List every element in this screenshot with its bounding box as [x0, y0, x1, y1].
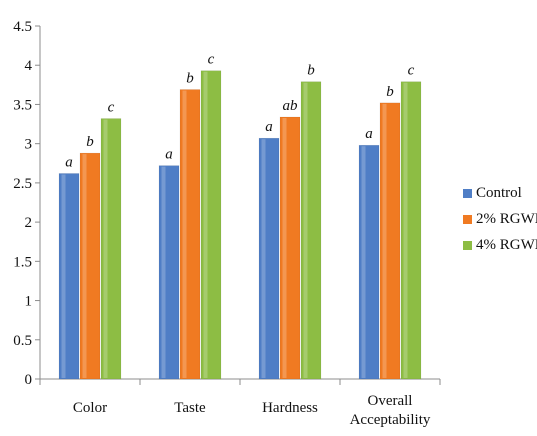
- significance-label: c: [208, 52, 215, 68]
- x-tick-label: Taste: [174, 400, 206, 416]
- y-tick-label: 4: [25, 58, 33, 74]
- bar-highlight: [83, 154, 87, 378]
- bar-highlight: [162, 167, 166, 378]
- legend-item-control: Control: [463, 180, 537, 206]
- legend-label-4pct-rgwe: 4% RGWE: [476, 237, 537, 254]
- legend-label-control: Control: [476, 185, 522, 202]
- y-tick-label: 0.5: [13, 333, 32, 349]
- bars: [59, 71, 421, 379]
- significance-label: b: [186, 71, 194, 87]
- x-tick-label: Overall Acceptability: [350, 393, 431, 428]
- bar-highlight: [383, 104, 387, 378]
- legend-item-2pct-rgwe: 2% RGWE: [463, 206, 537, 232]
- bar-highlight: [104, 120, 108, 378]
- significance-label: a: [65, 154, 73, 170]
- legend-swatch-2pct-rgwe: [463, 215, 472, 224]
- y-tick-label: 2: [25, 215, 33, 231]
- y-tick-label: 3.5: [13, 97, 32, 113]
- bar-highlight: [362, 146, 366, 378]
- legend-swatch-4pct-rgwe: [463, 241, 472, 250]
- x-tick-label: Hardness: [262, 400, 318, 416]
- legend-item-4pct-rgwe: 4% RGWE: [463, 232, 537, 258]
- legend-swatch-control: [463, 189, 472, 198]
- bar-highlight: [404, 83, 408, 378]
- bar-highlight: [262, 139, 266, 378]
- bar-highlight: [204, 72, 208, 378]
- significance-label: b: [386, 84, 394, 100]
- significance-label: a: [165, 147, 173, 163]
- x-axis-ticks: Color Taste Hardness Overall Acceptability: [40, 379, 440, 428]
- significance-label: c: [108, 100, 115, 116]
- significance-label: ab: [283, 98, 299, 114]
- y-tick-label: 1: [25, 294, 33, 310]
- y-tick-label: 0: [25, 372, 33, 388]
- x-tick-label: Color: [73, 400, 107, 416]
- bar-highlight: [183, 91, 187, 378]
- y-tick-label: 3: [25, 137, 33, 153]
- significance-label: b: [86, 134, 94, 150]
- bar-highlight: [62, 174, 66, 378]
- legend-label-2pct-rgwe: 2% RGWE: [476, 211, 537, 228]
- y-tick-label: 2.5: [13, 176, 32, 192]
- significance-label: a: [365, 126, 373, 142]
- y-axis-ticks: 0 0.5 1 1.5 2 2.5 3 3.5 4 4.5: [13, 19, 40, 388]
- significance-label: c: [408, 63, 415, 79]
- bar-highlight: [283, 118, 287, 378]
- legend: Control 2% RGWE 4% RGWE: [463, 180, 537, 258]
- significance-label: a: [265, 119, 273, 135]
- y-tick-label: 1.5: [13, 254, 32, 270]
- significance-label: b: [307, 63, 315, 79]
- bar-highlight: [304, 83, 308, 378]
- y-tick-label: 4.5: [13, 19, 32, 35]
